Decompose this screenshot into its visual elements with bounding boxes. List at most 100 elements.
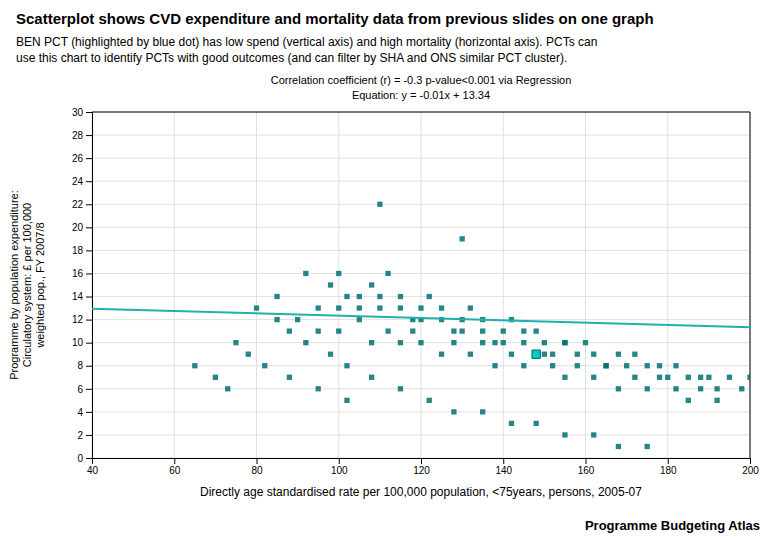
subtitle: BEN PCT (highlighted by blue dot) has lo… [16, 35, 597, 49]
grid-line-x [421, 112, 422, 458]
point [603, 363, 608, 368]
point [213, 375, 218, 380]
point [451, 328, 456, 333]
grid-line-y [92, 365, 750, 366]
y-tick-mark [86, 458, 92, 459]
chart: Scatterplot shows CVD expenditure and mo… [0, 0, 780, 540]
x-tick-label: 160 [578, 465, 595, 476]
point [410, 328, 415, 333]
point [562, 340, 567, 345]
y-tick-label: 12 [72, 314, 84, 325]
y-axis-label: Programme by population expenditure:Circ… [8, 190, 46, 380]
point [624, 363, 629, 368]
x-tick-mark [257, 458, 258, 464]
x-tick: 140 [495, 458, 512, 476]
grid-line-x [667, 112, 668, 458]
x-tick: 200 [742, 458, 759, 476]
point [501, 328, 506, 333]
point [398, 305, 403, 310]
point [369, 340, 374, 345]
x-tick-mark [586, 458, 587, 464]
point [616, 444, 621, 449]
point [480, 409, 485, 414]
point [377, 202, 382, 207]
point [468, 352, 473, 357]
point [657, 375, 662, 380]
y-tick-mark [86, 297, 92, 298]
x-tick: 40 [87, 458, 99, 476]
y-tick-label: 0 [77, 453, 83, 464]
y-tick-label: 28 [72, 130, 84, 141]
y-tick-label: 24 [72, 176, 84, 187]
y-tick: 6 [77, 384, 92, 395]
x-tick: 180 [660, 458, 677, 476]
point [398, 294, 403, 299]
y-tick: 16 [72, 268, 92, 279]
y-tick-mark [86, 366, 92, 367]
point [673, 363, 678, 368]
x-tick-label: 120 [413, 465, 430, 476]
point [451, 409, 456, 414]
point [673, 386, 678, 391]
point [521, 363, 526, 368]
x-tick-label: 140 [495, 465, 512, 476]
point [233, 340, 238, 345]
point [303, 271, 308, 276]
grid-line-y [92, 411, 750, 412]
point [714, 398, 719, 403]
grid-line-y [92, 250, 750, 251]
y-tick: 4 [77, 407, 92, 418]
grid-line-y [92, 158, 750, 159]
series [532, 350, 540, 358]
grid-line-x [503, 112, 504, 458]
y-tick: 28 [72, 130, 92, 141]
x-tick-label: 200 [742, 465, 759, 476]
x-axis-label: Directly age standardised rate per 100,0… [200, 485, 642, 499]
point [575, 363, 580, 368]
point [385, 328, 390, 333]
y-tick: 20 [72, 222, 92, 233]
point [521, 340, 526, 345]
y-tick-mark [86, 389, 92, 390]
point [616, 352, 621, 357]
point [632, 352, 637, 357]
grid-line-y [92, 112, 750, 113]
point [542, 352, 547, 357]
y-tick-mark [86, 273, 92, 274]
point [562, 432, 567, 437]
point [439, 305, 444, 310]
point [562, 375, 567, 380]
annotation: Equation: y = -0.01x + 13.34 [352, 89, 490, 101]
point [706, 375, 711, 380]
y-tick-mark [86, 435, 92, 436]
y-axis-label-line: weighted pop., FY 2007/8 [34, 222, 46, 348]
frame-right [750, 112, 751, 458]
point [645, 386, 650, 391]
point [521, 328, 526, 333]
x-tick-mark [750, 458, 751, 464]
point [274, 294, 279, 299]
x-tick-mark [174, 458, 175, 464]
point [336, 328, 341, 333]
point [591, 375, 596, 380]
y-tick-label: 4 [77, 407, 83, 418]
series [92, 309, 750, 327]
x-tick: 100 [331, 458, 348, 476]
point [645, 444, 650, 449]
point [698, 375, 703, 380]
y-tick-mark [86, 181, 92, 182]
y-tick-mark [86, 227, 92, 228]
y-tick-label: 2 [77, 430, 83, 441]
point [686, 398, 691, 403]
point [550, 363, 555, 368]
point [385, 271, 390, 276]
point [534, 328, 539, 333]
y-axis-line [86, 113, 93, 459]
point [686, 375, 691, 380]
point [645, 363, 650, 368]
regression-line [92, 309, 750, 327]
marks [92, 202, 750, 449]
y-tick-label: 20 [72, 222, 84, 233]
y-tick-label: 10 [72, 337, 84, 348]
point [632, 375, 637, 380]
